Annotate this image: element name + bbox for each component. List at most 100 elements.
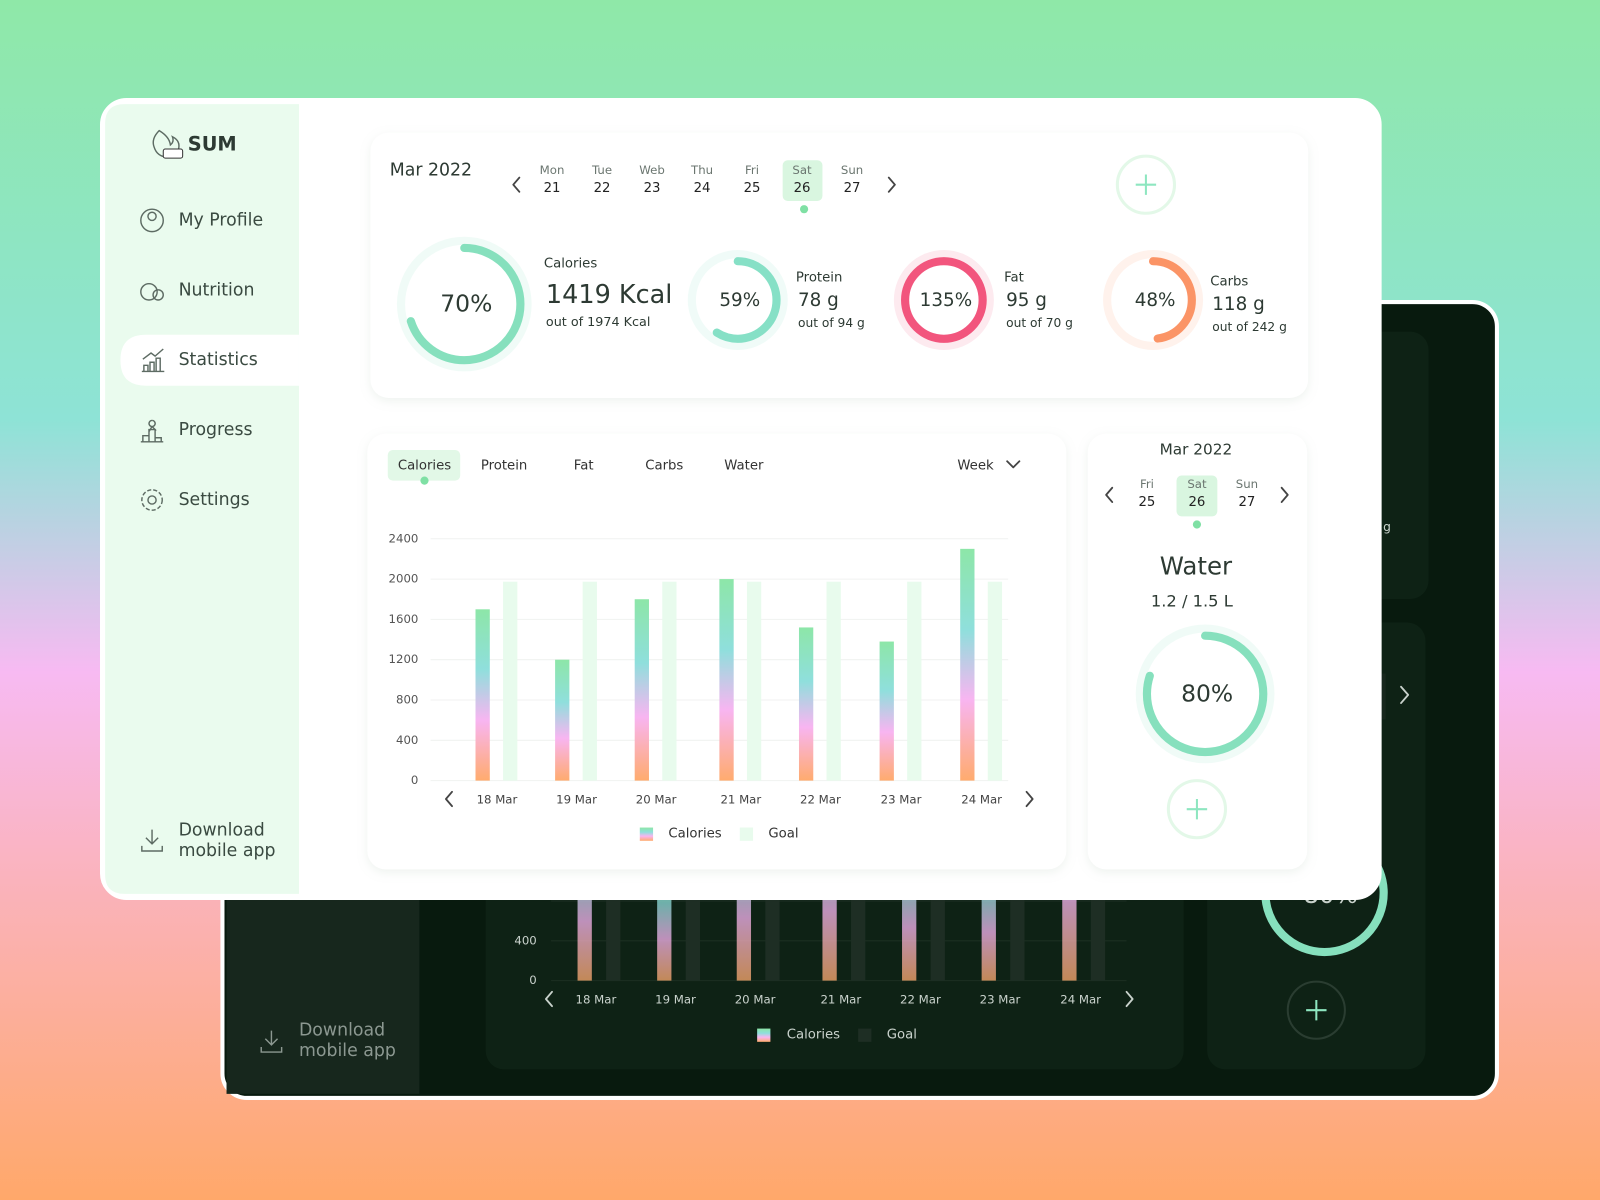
summary-panel <box>370 132 1309 398</box>
x-tick-label: 18 Mar <box>477 793 518 807</box>
menu-item[interactable]: Statistics <box>179 350 258 370</box>
macro-goal: out of 242 g <box>1212 320 1287 334</box>
x-tick-label: 24 Mar <box>1060 993 1101 1007</box>
ring-label: 70% <box>440 290 492 318</box>
ring-arc <box>1110 257 1196 343</box>
day-name: Sun <box>841 163 863 177</box>
bar <box>960 548 975 781</box>
settings-icon <box>147 495 157 505</box>
legend-label: Calories <box>787 1028 840 1043</box>
x-tick-label: 21 Mar <box>820 993 861 1007</box>
period-select[interactable]: Week <box>957 458 994 473</box>
download-label: mobile app <box>299 1041 396 1061</box>
profile-icon <box>140 208 164 233</box>
prev-week[interactable] <box>445 790 453 808</box>
prev-week[interactable] <box>512 176 521 193</box>
plus-icon <box>1186 798 1208 820</box>
nutrition-icon <box>152 289 164 301</box>
y-tick-label: 2400 <box>389 531 419 545</box>
day-date: 27 <box>844 181 861 196</box>
day-date: 25 <box>744 181 761 196</box>
progress-icon <box>140 419 164 443</box>
x-tick-label: 23 Mar <box>980 993 1021 1007</box>
x-tick-label: 22 Mar <box>800 793 841 807</box>
prev-day[interactable] <box>1105 486 1114 503</box>
day-name: Thu <box>690 163 713 177</box>
plus-icon <box>1135 174 1157 195</box>
main-card: SUM My Profile Nutrition Statistics Progress… <box>100 97 1382 900</box>
day-name: Sat <box>1187 477 1207 491</box>
bar <box>719 579 734 781</box>
bar <box>746 581 762 781</box>
x-tick-label: 24 Mar <box>961 793 1002 807</box>
menu-item[interactable]: My Profile <box>179 210 264 230</box>
bar <box>798 627 814 781</box>
logo-text: SUM <box>188 132 237 155</box>
menu-item[interactable]: Settings <box>179 490 250 510</box>
day-name: Mon <box>540 163 565 177</box>
chart-tab[interactable]: Carbs <box>645 458 683 473</box>
next-week[interactable] <box>1025 790 1034 808</box>
period-dropdown[interactable] <box>1006 460 1021 469</box>
chart-tab[interactable]: Water <box>724 458 764 473</box>
next-day[interactable] <box>1280 486 1289 503</box>
ring-face <box>1143 632 1267 756</box>
download-label: Download <box>179 821 265 841</box>
ring-arc <box>1142 631 1268 757</box>
macro-amount: 1419 Kcal <box>546 280 672 310</box>
x-tick-label: 18 Mar <box>576 993 617 1007</box>
ring-label: 135% <box>920 290 973 311</box>
day-date: 27 <box>1239 495 1256 510</box>
active-tab[interactable] <box>387 450 461 481</box>
bar <box>634 599 649 781</box>
bar <box>879 641 894 781</box>
day-date: 21 <box>544 181 561 196</box>
selected-day[interactable] <box>782 160 823 202</box>
y-tick-label: 2000 <box>389 572 419 586</box>
profile-icon <box>147 211 157 222</box>
month: Mar 2022 <box>390 160 472 180</box>
menu-item[interactable]: Progress <box>179 420 253 440</box>
y-tick-label: 1200 <box>389 652 419 666</box>
y-tick-label: 0 <box>529 973 536 987</box>
chart-tab[interactable]: Calories <box>398 458 451 473</box>
water-title: Water <box>1160 551 1233 580</box>
y-tick-label: 0 <box>411 773 418 787</box>
x-tick-label: 20 Mar <box>735 993 776 1007</box>
legend-swatch <box>639 827 654 841</box>
y-tick-label: 400 <box>514 933 536 947</box>
chart-tab[interactable]: Protein <box>481 458 527 473</box>
next-week[interactable] <box>887 176 896 193</box>
menu-item[interactable]: Nutrition <box>179 280 255 300</box>
plus-icon <box>1306 1000 1327 1021</box>
bar <box>503 581 518 781</box>
ring-face <box>405 244 524 364</box>
selected-day[interactable] <box>1176 475 1218 517</box>
macro-name: Protein <box>796 271 842 286</box>
day-name: Web <box>639 163 665 177</box>
ring-face <box>695 258 780 342</box>
active-menu-pill <box>120 334 299 386</box>
ring-arc <box>694 257 781 343</box>
x-tick-label: 23 Mar <box>881 793 922 807</box>
download-label: mobile app <box>179 841 276 861</box>
add-button[interactable] <box>1286 980 1346 1040</box>
macro-name: Carbs <box>1210 275 1248 290</box>
x-tick-label: 20 Mar <box>636 793 677 807</box>
legend-label: Goal <box>768 827 798 842</box>
y-tick-label: 400 <box>396 733 418 747</box>
ring-label: 48% <box>1135 290 1176 311</box>
bar <box>907 581 922 781</box>
ring-face <box>1111 258 1195 342</box>
download-icon <box>141 829 163 852</box>
x-tick-label: 22 Mar <box>900 993 941 1007</box>
chart-tab[interactable]: Fat <box>574 458 594 473</box>
ring-arc <box>404 243 525 365</box>
legend-label: Goal <box>887 1028 917 1043</box>
sidebar <box>105 104 299 894</box>
bar <box>987 581 1003 781</box>
bar <box>475 609 490 781</box>
day-date: 25 <box>1139 495 1156 510</box>
